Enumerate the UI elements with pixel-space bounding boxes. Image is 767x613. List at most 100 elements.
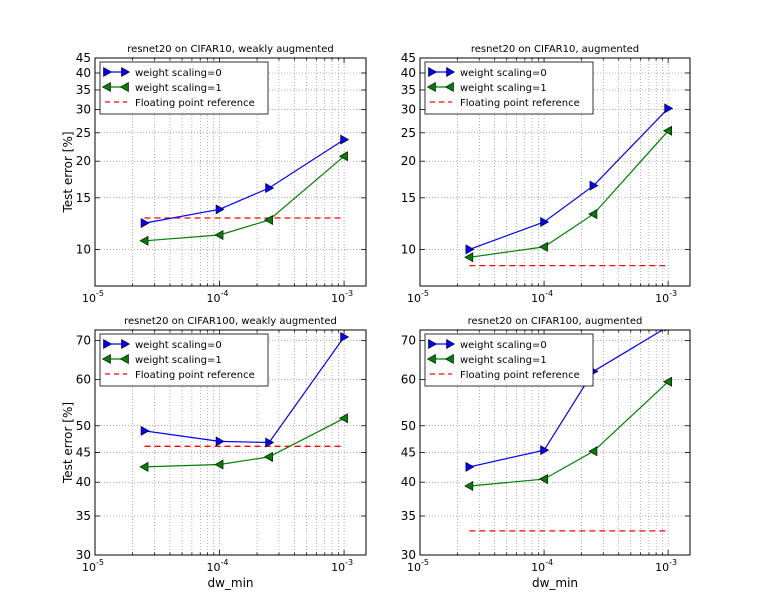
y-tick-label: 50 [401, 419, 416, 433]
legend-marker-1 [103, 338, 113, 350]
y-tick-label: 30 [76, 103, 91, 117]
x-tick-label: 10-4 [531, 289, 553, 305]
x-tick-label: 10-4 [207, 558, 229, 574]
legend-label-2: weight scaling=1 [460, 355, 547, 366]
data-point-1 [540, 445, 550, 456]
axes-frame [94, 329, 367, 556]
y-tick-label: 20 [76, 154, 91, 168]
x-tick-base: 10 [407, 561, 421, 574]
y-tick-label: 10 [76, 242, 91, 256]
legend: weight scaling=0 weight scaling=1 Floating… [424, 333, 594, 387]
series-line-1 [144, 139, 345, 224]
data-point-2 [663, 125, 672, 136]
plot-data [464, 103, 674, 267]
x-tick-label: 10-4 [531, 558, 553, 574]
y-tick-label: 45 [401, 51, 416, 65]
x-tick-base: 10 [407, 292, 421, 305]
axes-frame [419, 329, 691, 556]
data-point-2 [338, 413, 348, 424]
legend-marker-1 [446, 66, 456, 78]
legend-label-1: weight scaling=0 [460, 340, 547, 351]
y-tick-label: 35 [401, 83, 416, 97]
data-point-2 [263, 451, 273, 462]
y-axis-label: Test error [%] [61, 131, 75, 213]
chart-title: resnet20 on CIFAR10, augmented [471, 44, 639, 55]
y-tick-label: 10 [401, 242, 416, 256]
x-tick-exponent: -5 [421, 289, 429, 298]
data-point-1 [215, 204, 225, 215]
y-tick-label: 45 [401, 445, 416, 459]
data-point-1 [265, 182, 275, 194]
data-point-1 [265, 437, 275, 448]
y-tick-label: 35 [76, 509, 91, 523]
x-tick-base: 10 [207, 292, 221, 305]
series-line-2 [469, 130, 669, 258]
data-point-2 [588, 209, 598, 220]
x-tick-base: 10 [331, 561, 345, 574]
chart-title: resnet20 on CIFAR100, weakly augmented [124, 316, 337, 327]
legend-marker-2 [426, 353, 436, 365]
legend-reference-label: Floating point reference [460, 98, 580, 109]
chart-title: resnet20 on CIFAR10, weakly augmented [127, 44, 333, 55]
data-point-1 [340, 332, 350, 343]
chart-title: resnet20 on CIFAR100, augmented [468, 316, 643, 327]
y-tick-label: 70 [76, 334, 91, 348]
y-tick-label: 15 [401, 191, 416, 205]
y-tick-label: 30 [76, 548, 91, 562]
data-point-2 [214, 459, 224, 470]
x-tick-label: 10-5 [407, 558, 429, 574]
data-point-2 [139, 461, 149, 472]
data-point-1 [340, 134, 350, 145]
data-point-2 [214, 229, 224, 240]
legend-marker-1 [103, 66, 113, 78]
legend-label-2: weight scaling=1 [135, 83, 222, 94]
x-tick-base: 10 [531, 292, 545, 305]
series-line-1 [469, 107, 669, 250]
axes-frame [94, 57, 367, 287]
x-tick-label: 10-3 [655, 558, 677, 574]
legend-marker-1 [121, 338, 131, 350]
x-tick-exponent: -3 [669, 558, 677, 567]
legend-label-1: weight scaling=0 [135, 340, 222, 351]
y-tick-label: 40 [401, 475, 416, 489]
legend-reference-label: Floating point reference [460, 370, 580, 381]
legend-label-1: weight scaling=0 [135, 68, 222, 79]
legend-marker-1 [121, 66, 131, 78]
y-tick-label: 70 [401, 334, 416, 348]
legend-marker-2 [444, 81, 454, 93]
data-point-1 [140, 425, 150, 436]
legend-label-2: weight scaling=1 [135, 355, 222, 366]
x-tick-exponent: -4 [545, 289, 553, 298]
y-axis-label: Test error [%] [61, 402, 75, 484]
legend-marker-2 [101, 353, 111, 365]
data-point-2 [538, 474, 548, 485]
legend-marker-2 [426, 81, 436, 93]
plot-data [139, 332, 350, 472]
legend-marker-1 [428, 66, 438, 78]
x-tick-label: 10-3 [331, 558, 353, 574]
legend-marker-1 [428, 338, 438, 350]
series-line-1 [469, 330, 664, 468]
data-point-2 [263, 214, 273, 225]
series-line-1 [144, 336, 345, 444]
x-tick-base: 10 [82, 292, 96, 305]
legend: weight scaling=0 weight scaling=1 Floating… [424, 61, 594, 115]
x-tick-label: 10-4 [207, 289, 229, 305]
x-tick-exponent: -4 [221, 289, 229, 298]
x-tick-base: 10 [531, 561, 545, 574]
y-tick-label: 40 [401, 66, 416, 80]
data-point-2 [538, 241, 548, 252]
y-tick-label: 20 [401, 154, 416, 168]
y-tick-label: 45 [76, 51, 91, 65]
y-tick-label: 25 [401, 126, 416, 140]
data-point-2 [464, 252, 474, 263]
x-axis-label: dw_min [207, 576, 253, 590]
series-line-2 [144, 417, 345, 468]
x-axis-label: dw_min [532, 576, 578, 590]
x-tick-label: 10-3 [655, 289, 677, 305]
data-point-1 [589, 180, 599, 191]
y-tick-label: 30 [401, 548, 416, 562]
x-tick-exponent: -5 [96, 558, 104, 567]
